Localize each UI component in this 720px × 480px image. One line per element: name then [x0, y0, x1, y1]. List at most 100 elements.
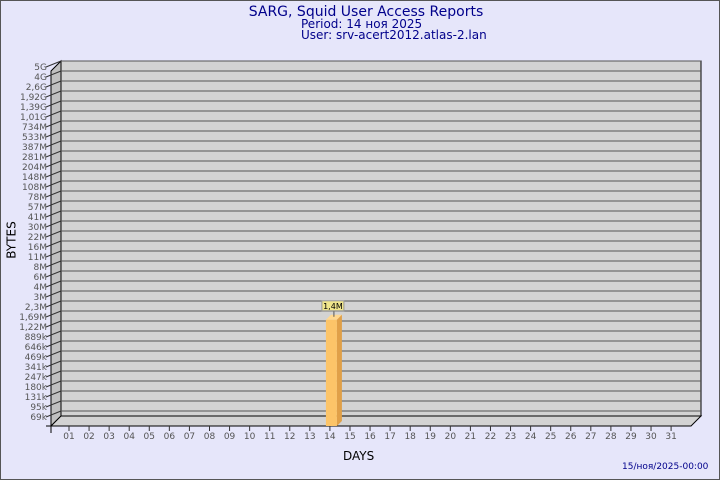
y-tick: [45, 270, 62, 278]
x-tick-label: 21: [465, 432, 476, 442]
y-tick-label: 646k: [25, 343, 48, 353]
y-tick: [45, 150, 62, 158]
x-tick-label: 28: [605, 432, 617, 442]
y-tick: [45, 340, 62, 348]
x-tick-label: 18: [404, 432, 416, 442]
x-tick-label: 07: [184, 432, 195, 442]
x-tick-label: 12: [284, 432, 295, 442]
y-tick: [45, 320, 62, 328]
y-tick-label: 1,39G: [20, 103, 47, 113]
y-tick-label: 1,69M: [19, 313, 47, 323]
y-tick-label: 1,92G: [20, 93, 47, 103]
y-tick-label: 2,6G: [26, 83, 47, 93]
y-tick: [45, 80, 62, 88]
y-tick-label: 95k: [30, 403, 47, 413]
y-tick: [45, 360, 62, 368]
y-tick-label: 1,01G: [20, 113, 47, 123]
bar-side: [336, 314, 342, 426]
y-tick-label: 69k: [30, 413, 47, 423]
y-tick-label: 180k: [25, 383, 48, 393]
y-tick-label: 4G: [34, 73, 47, 83]
x-tick-label: 31: [665, 432, 676, 442]
x-tick-label: 16: [364, 432, 376, 442]
y-tick-label: 247k: [25, 373, 48, 383]
y-axis-label: BYTES: [4, 221, 19, 259]
x-tick-label: 24: [525, 432, 537, 442]
y-tick-label: 6M: [34, 273, 48, 283]
y-tick: [45, 190, 62, 198]
y-tick: [45, 400, 62, 408]
y-tick-label: 2,3M: [25, 303, 47, 313]
y-tick-label: 281M: [22, 153, 47, 163]
y-tick: [45, 160, 62, 168]
y-tick-label: 889k: [25, 333, 48, 343]
y-tick-label: 131k: [25, 393, 48, 403]
bar: [325, 319, 337, 426]
y-tick: [45, 250, 62, 258]
y-tick: [45, 230, 62, 238]
timestamp: 15/ноя/2025-00:00: [622, 462, 709, 472]
x-tick-label: 11: [264, 432, 275, 442]
y-tick-label: 16M: [28, 243, 47, 253]
y-tick: [45, 60, 62, 68]
y-tick: [45, 240, 62, 248]
y-tick-label: 341k: [25, 363, 48, 373]
y-tick-label: 108M: [22, 183, 47, 193]
x-tick-label: 17: [384, 432, 395, 442]
x-tick-label: 04: [123, 432, 135, 442]
y-tick-label: 3M: [34, 293, 48, 303]
x-tick-label: 13: [304, 432, 315, 442]
y-tick: [45, 260, 62, 268]
x-tick-label: 30: [645, 432, 657, 442]
x-tick-label: 02: [83, 432, 94, 442]
x-tick-label: 29: [625, 432, 637, 442]
y-tick: [45, 180, 62, 188]
y-tick-label: 734M: [22, 123, 47, 133]
y-tick-label: 469k: [25, 353, 48, 363]
x-tick-label: 19: [425, 432, 437, 442]
y-tick: [45, 100, 62, 108]
y-tick: [45, 290, 62, 298]
y-tick-label: 533M: [22, 133, 47, 143]
y-tick: [45, 410, 62, 418]
y-tick-label: 387M: [22, 143, 47, 153]
user-label: User: srv-acert2012.atlas-2.lan: [301, 28, 487, 42]
y-tick-label: 57M: [28, 203, 47, 213]
y-tick-label: 1,22M: [19, 323, 47, 333]
y-tick: [45, 170, 62, 178]
chart-title: SARG, Squid User Access Reports: [248, 4, 484, 20]
y-tick-label: 8M: [34, 263, 48, 273]
data-label: 1,4M: [323, 302, 343, 311]
y-tick: [45, 220, 62, 228]
x-tick-label: 08: [204, 432, 216, 442]
y-tick-label: 5G: [34, 63, 47, 73]
y-tick: [45, 130, 62, 138]
y-tick: [45, 110, 62, 118]
y-tick: [45, 200, 62, 208]
y-tick: [45, 280, 62, 288]
y-tick-label: 41M: [28, 213, 47, 223]
x-tick-label: 22: [485, 432, 496, 442]
y-tick: [45, 90, 62, 98]
x-tick-label: 01: [63, 432, 74, 442]
y-tick: [45, 300, 62, 308]
x-axis-label: DAYS: [343, 449, 375, 463]
x-tick-label: 09: [224, 432, 236, 442]
y-tick-label: 4M: [34, 283, 48, 293]
x-tick-label: 03: [103, 432, 114, 442]
y-tick: [45, 70, 62, 78]
y-tick: [45, 370, 62, 378]
y-tick-label: 30M: [28, 223, 47, 233]
y-tick: [45, 310, 62, 318]
x-tick-label: 05: [144, 432, 155, 442]
x-tick-label: 23: [505, 432, 516, 442]
x-tick-label: 15: [344, 432, 355, 442]
x-tick-label: 26: [565, 432, 577, 442]
y-tick: [45, 330, 62, 338]
y-tick: [45, 210, 62, 218]
x-tick-label: 25: [545, 432, 556, 442]
x-tick-label: 27: [585, 432, 596, 442]
bar-top: [325, 314, 342, 320]
